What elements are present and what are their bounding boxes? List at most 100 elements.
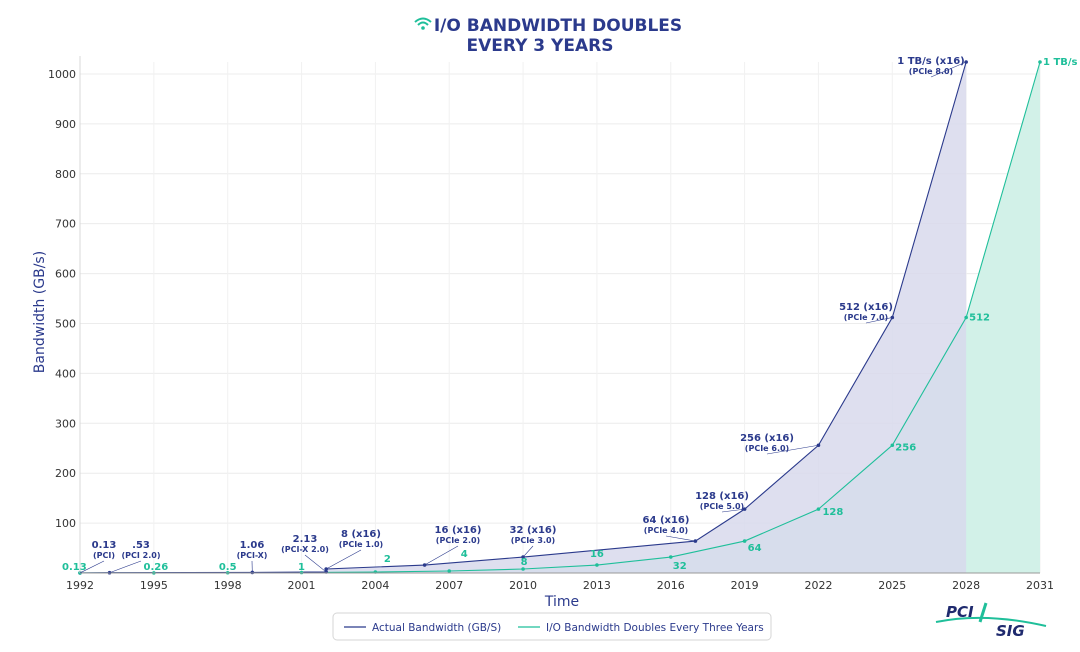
- point-doubling: [890, 443, 895, 448]
- x-tick-label: 2019: [731, 579, 759, 592]
- annotation-leader: [304, 554, 327, 573]
- annotation-spec: (PCI-X 2.0): [281, 545, 329, 554]
- annotation-spec: (PCI): [93, 551, 115, 560]
- annotation-leader: [766, 444, 819, 455]
- legend-label-actual: Actual Bandwidth (GB/S): [372, 622, 501, 634]
- x-tick-label: 2025: [878, 579, 906, 592]
- y-tick-label: 500: [55, 317, 76, 330]
- annotation-value: 2.13: [293, 534, 318, 545]
- annotation-value: 16 (x16): [435, 525, 482, 536]
- annotation-spec: (PCI 2.0): [122, 551, 161, 560]
- doubling-value-label: 1 TB/s: [1043, 57, 1078, 68]
- annotation-spec: (PCIe 1.0): [339, 540, 383, 549]
- x-axis-title: Time: [544, 594, 579, 610]
- y-tick-label: 600: [55, 268, 76, 281]
- doubling-value-label: 8: [521, 557, 528, 568]
- point-doubling: [595, 563, 599, 567]
- annotation-value: .53: [132, 540, 150, 551]
- blue-series-labels: 0.13(PCI).53(PCI 2.0)1.06(PCI-X)2.13(PCI…: [79, 56, 967, 574]
- logo-slash: [978, 602, 988, 623]
- annotation-value: 0.13: [92, 540, 117, 551]
- x-tick-label: 1992: [66, 579, 94, 592]
- x-tick-label: 2013: [583, 579, 611, 592]
- x-tick-label: 2010: [509, 579, 537, 592]
- doubling-value-label: 1: [298, 562, 305, 573]
- y-tick-label: 100: [55, 517, 76, 530]
- green-series-labels: 0.13 0.26 0.5 1 2 4 8 16 32 64 128 256 512 1 TB/s: [62, 57, 1078, 573]
- logo-swoosh: [935, 616, 1047, 627]
- x-tick-label: 2007: [435, 579, 463, 592]
- x-axis: 1992 1995 1998 2001 2004 2007 2010 2013 2016 2019…: [66, 572, 1054, 592]
- legend-box: [332, 612, 772, 641]
- annotation-leader: [865, 317, 893, 324]
- annotation-value: 256 (x16): [740, 433, 794, 444]
- area-actual: [80, 62, 967, 573]
- annotation-spec: (PCIe 3.0): [511, 536, 555, 545]
- annotation-leader: [522, 545, 534, 558]
- point-doubling: [521, 567, 525, 571]
- x-tick-label: 1995: [140, 579, 168, 592]
- y-axis-title: Bandwidth (GB/s): [32, 251, 48, 373]
- annotation-value: 128 (x16): [695, 491, 749, 502]
- point-doubling: [816, 507, 821, 511]
- chart-title-line2: EVERY 3 YEARS: [467, 36, 614, 56]
- doubling-value-label: 2: [384, 554, 391, 565]
- annotation-spec: (PCIe 6.0): [745, 444, 789, 453]
- doubling-value-label: 16: [590, 549, 604, 560]
- doubling-value-label: 4: [461, 549, 468, 560]
- point-doubling: [1038, 60, 1042, 64]
- annotation-value: 512 (x16): [839, 302, 893, 313]
- series-areas: [80, 62, 1040, 573]
- annotation-leader: [721, 508, 745, 513]
- y-tick-label: 200: [55, 467, 76, 480]
- point-doubling: [447, 569, 452, 573]
- legend-label-doubling: I/O Bandwidth Doubles Every Three Years: [546, 622, 764, 634]
- annotation-spec: (PCIe 7.0): [844, 313, 888, 322]
- annotation-value: 8 (x16): [341, 529, 381, 540]
- annotation-spec: (PCI-X): [237, 551, 268, 560]
- point-doubling: [668, 555, 673, 559]
- pci-sig-logo: PCI SIG: [935, 602, 1047, 640]
- y-tick-label: 800: [55, 168, 76, 181]
- annotation-value: 64 (x16): [643, 515, 690, 526]
- annotation-leader: [109, 560, 142, 574]
- y-axis: 100 200 300 400 500 600 700 800 900 1000: [48, 56, 81, 573]
- point-doubling: [742, 539, 747, 543]
- annotation-value: 1.06: [240, 540, 265, 551]
- annotation-spec: (PCIe 8.0): [909, 67, 953, 76]
- y-tick-label: 700: [55, 218, 76, 231]
- annotation-spec: (PCIe 2.0): [436, 536, 480, 545]
- doubling-value-label: 32: [673, 561, 687, 572]
- annotation-spec: (PCIe 5.0): [700, 502, 744, 511]
- y-tick-label: 900: [55, 118, 76, 131]
- x-tick-label: 2028: [952, 579, 980, 592]
- wifi-icon: [414, 17, 432, 30]
- logo-text-sig: SIG: [996, 622, 1025, 640]
- chart-title: I/O BANDWIDTH DOUBLES EVERY 3 YEARS: [414, 16, 682, 56]
- doubling-value-label: 256: [895, 442, 916, 453]
- point-doubling: [964, 315, 968, 320]
- y-tick-label: 300: [55, 417, 76, 430]
- x-tick-label: 2022: [804, 579, 832, 592]
- logo-text-pci: PCI: [946, 603, 974, 621]
- doubling-value-label: 0.26: [144, 562, 169, 573]
- doubling-value-label: 64: [748, 543, 762, 554]
- x-tick-label: 2001: [288, 579, 316, 592]
- x-tick-label: 2031: [1026, 579, 1054, 592]
- annotation-value: 32 (x16): [510, 525, 557, 536]
- doubling-value-label: 128: [822, 507, 843, 518]
- annotation-spec: (PCIe 4.0): [644, 526, 688, 535]
- legend: Actual Bandwidth (GB/S) I/O Bandwidth Do…: [332, 612, 772, 641]
- y-tick-label: 1000: [48, 68, 76, 81]
- annotation-leader: [326, 549, 362, 570]
- x-tick-label: 2004: [361, 579, 389, 592]
- annotation-leader: [665, 535, 696, 542]
- annotation-value: 1 TB/s (x16): [897, 56, 964, 67]
- doubling-value-label: 512: [969, 313, 990, 324]
- y-tick-label: 400: [55, 367, 76, 380]
- chart-title-line1: I/O BANDWIDTH DOUBLES: [434, 16, 682, 36]
- annotation-leader: [930, 61, 967, 78]
- x-tick-label: 1998: [214, 579, 242, 592]
- annotation-leader: [79, 560, 105, 574]
